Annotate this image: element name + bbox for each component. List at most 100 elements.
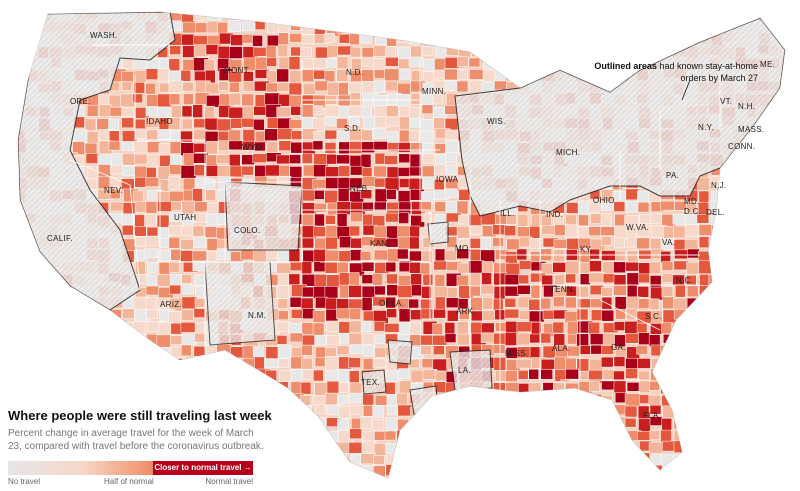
county-cell [169,45,182,55]
county-cell [18,357,26,368]
county-cell [266,117,279,129]
county-cell [744,332,758,347]
county-cell [482,466,496,478]
county-cell [720,310,731,323]
county-cell [384,323,400,333]
county-cell [517,404,528,417]
county-cell [770,298,783,310]
county-cell [517,453,532,467]
county-cell [61,357,76,368]
county-cell [601,345,614,355]
county-cell [614,477,630,478]
county-cell [591,431,607,445]
county-cell [757,250,770,262]
county-cell [517,395,529,409]
state-label-idaho: IDAHO [146,117,173,126]
county-cell [504,332,518,346]
county-cell [518,310,531,320]
stay-at-home-annotation: Outlined areas had known stay-at-home or… [578,60,758,84]
county-cell [252,35,263,47]
county-cell [769,406,781,419]
county-cell [300,418,313,429]
county-cell [685,322,700,334]
county-cell [744,369,755,383]
county-cell [481,272,492,285]
county-cell [422,405,438,418]
county-cell [157,166,171,180]
county-cell [408,56,424,67]
county-cell [625,368,638,379]
county-cell [374,285,386,296]
county-cell [180,344,192,357]
county-cell [289,332,304,343]
county-cell [398,68,411,80]
county-cell [506,430,520,444]
county-cell [470,406,486,418]
county-cell [410,21,424,32]
county-cell [38,297,55,310]
county-cell [445,44,460,56]
county-cell [771,167,783,181]
state-label-md: MD. [684,197,700,206]
county-cell [553,20,570,35]
county-cell [638,45,653,60]
county-cell [50,309,66,320]
county-cell [300,189,316,202]
county-cell [348,392,362,404]
county-cell [624,32,639,47]
county-cell [518,46,530,58]
county-cell [422,479,432,491]
county-cell [385,116,401,126]
county-cell [625,188,640,201]
county-cell [339,236,352,249]
county-cell [687,332,703,346]
county-cell [662,358,675,371]
county-cell [625,477,637,478]
county-cell [144,248,158,259]
county-cell [673,454,685,465]
county-cell [398,142,411,153]
county-cell [530,393,543,405]
county-cell [600,226,615,236]
county-cell [576,22,590,36]
county-cell [97,357,109,368]
county-cell [469,35,485,47]
county-cell [566,238,580,250]
county-cell [768,417,784,429]
county-cell [482,452,497,463]
county-cell [746,442,762,453]
county-cell [708,344,724,359]
state-label-nc: N.C. [676,276,694,285]
county-cell [747,154,762,166]
county-cell [348,272,360,286]
county-cell [758,275,769,285]
county-cell [650,33,667,44]
county-cell [577,477,592,478]
county-cell [686,369,700,381]
county-cell [661,44,677,55]
county-cell [576,12,593,22]
county-cell [336,201,353,215]
county-cell [566,394,581,408]
county-cell [746,188,759,203]
legend-title: Where people were still traveling last w… [8,408,272,423]
county-cell [673,430,690,442]
county-cell [373,12,385,22]
county-cell [553,12,566,22]
county-cell [480,237,491,250]
county-cell [770,215,785,226]
county-cell [86,131,99,145]
county-cell [278,140,293,151]
county-cell [782,332,785,345]
county-cell [338,332,350,344]
county-cell [710,476,727,478]
county-cell [228,129,241,143]
county-cell [313,452,326,463]
county-cell [325,236,338,250]
county-cell [769,430,783,445]
county-cell [266,57,277,67]
county-cell [410,465,424,478]
county-cell [121,334,132,344]
legend-subtitle: Percent change in average travel for the… [8,428,264,452]
county-cell [290,105,302,116]
